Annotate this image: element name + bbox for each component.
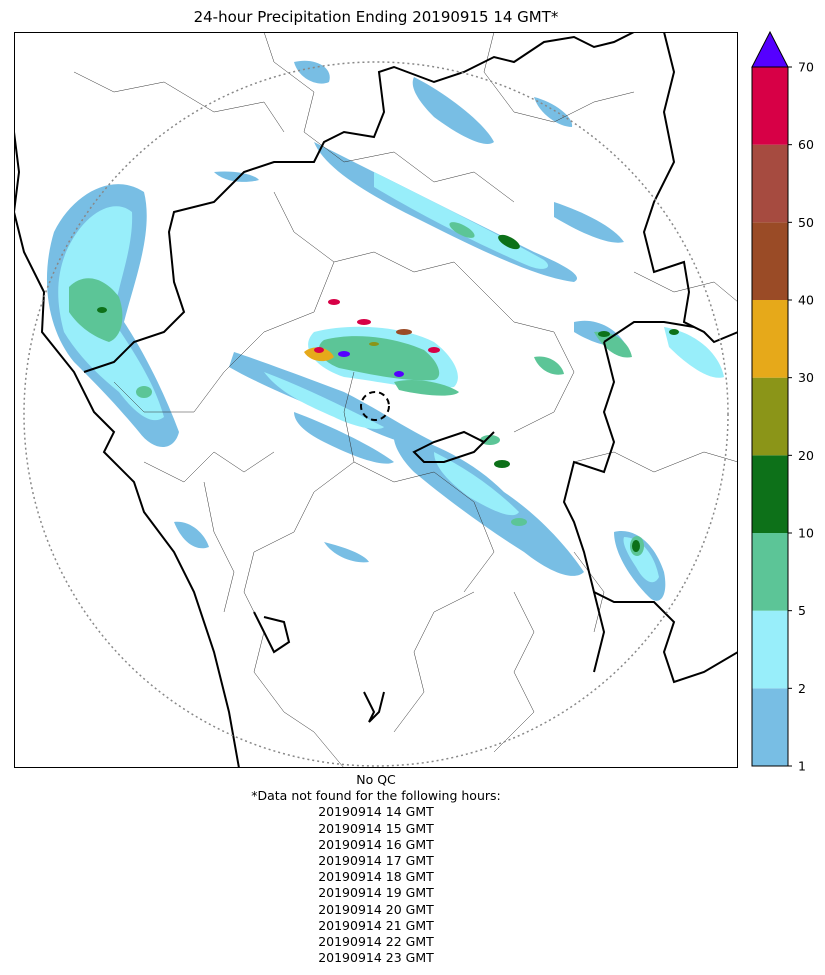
colorbar-tick-label: 30 [798, 370, 814, 385]
missing-hour-item: 20190914 19 GMT [318, 885, 434, 901]
colorbar-tick-label: 20 [798, 448, 814, 463]
colorbar-tick-label: 1 [798, 759, 806, 774]
colorbar-tick-label: 70 [798, 60, 814, 75]
colorbar-bin [752, 144, 788, 223]
colorbar: 1 2 5 10 20 30 40 50 60 70 [751, 30, 814, 774]
precipitation-map [14, 32, 738, 768]
state-boundaries [14, 32, 738, 768]
colorbar-bin [752, 688, 788, 766]
missing-hour-item: 20190914 20 GMT [318, 901, 434, 917]
district-boundaries [73, 32, 738, 768]
radar-site-marker [360, 391, 390, 421]
missing-hour-item: 20190914 23 GMT [318, 950, 434, 966]
colorbar-tick-label: 60 [798, 137, 814, 152]
colorbar-tick-label: 10 [798, 526, 814, 541]
colorbar-bin [752, 533, 788, 611]
missing-hour-item: 20190914 17 GMT [318, 853, 434, 869]
colorbar-tick-label: 50 [798, 215, 814, 230]
colorbar-frame [751, 66, 789, 767]
missing-hour-item: 20190914 14 GMT [318, 804, 434, 820]
rain-band-north [294, 60, 624, 282]
rain-band-west-coast [46, 184, 179, 447]
missing-hours-list: 20190914 14 GMT 20190914 15 GMT 20190914 1… [14, 804, 738, 966]
precipitation-layer [46, 60, 724, 601]
colorbar-tick-label: 5 [798, 603, 806, 618]
colorbar-bin [752, 377, 788, 456]
colorbar-extend-triangle [751, 30, 789, 68]
missing-hour-item: 20190914 15 GMT [318, 820, 434, 836]
chart-title: 24-hour Precipitation Ending 20190915 14… [193, 8, 559, 26]
colorbar-bin [752, 222, 788, 300]
colorbar-bin [752, 455, 788, 533]
missing-hour-item: 20190914 16 GMT [318, 836, 434, 852]
colorbar-tick-label: 2 [798, 681, 806, 696]
colorbar-bin [752, 610, 788, 689]
missing-hour-item: 20190914 21 GMT [318, 917, 434, 933]
qc-note: No QC [356, 772, 396, 787]
missing-hour-item: 20190914 22 GMT [318, 934, 434, 950]
colorbar-bin [752, 67, 788, 145]
colorbar-tick-label: 40 [798, 293, 814, 308]
radar-range-ring [23, 61, 729, 767]
rain-band-southeast [174, 171, 724, 601]
rain-band-central [229, 299, 459, 464]
footnotes: No QC *Data not found for the following … [14, 772, 738, 966]
missing-hour-item: 20190914 18 GMT [318, 869, 434, 885]
missing-data-header: *Data not found for the following hours: [251, 788, 501, 804]
colorbar-bin [752, 300, 788, 378]
